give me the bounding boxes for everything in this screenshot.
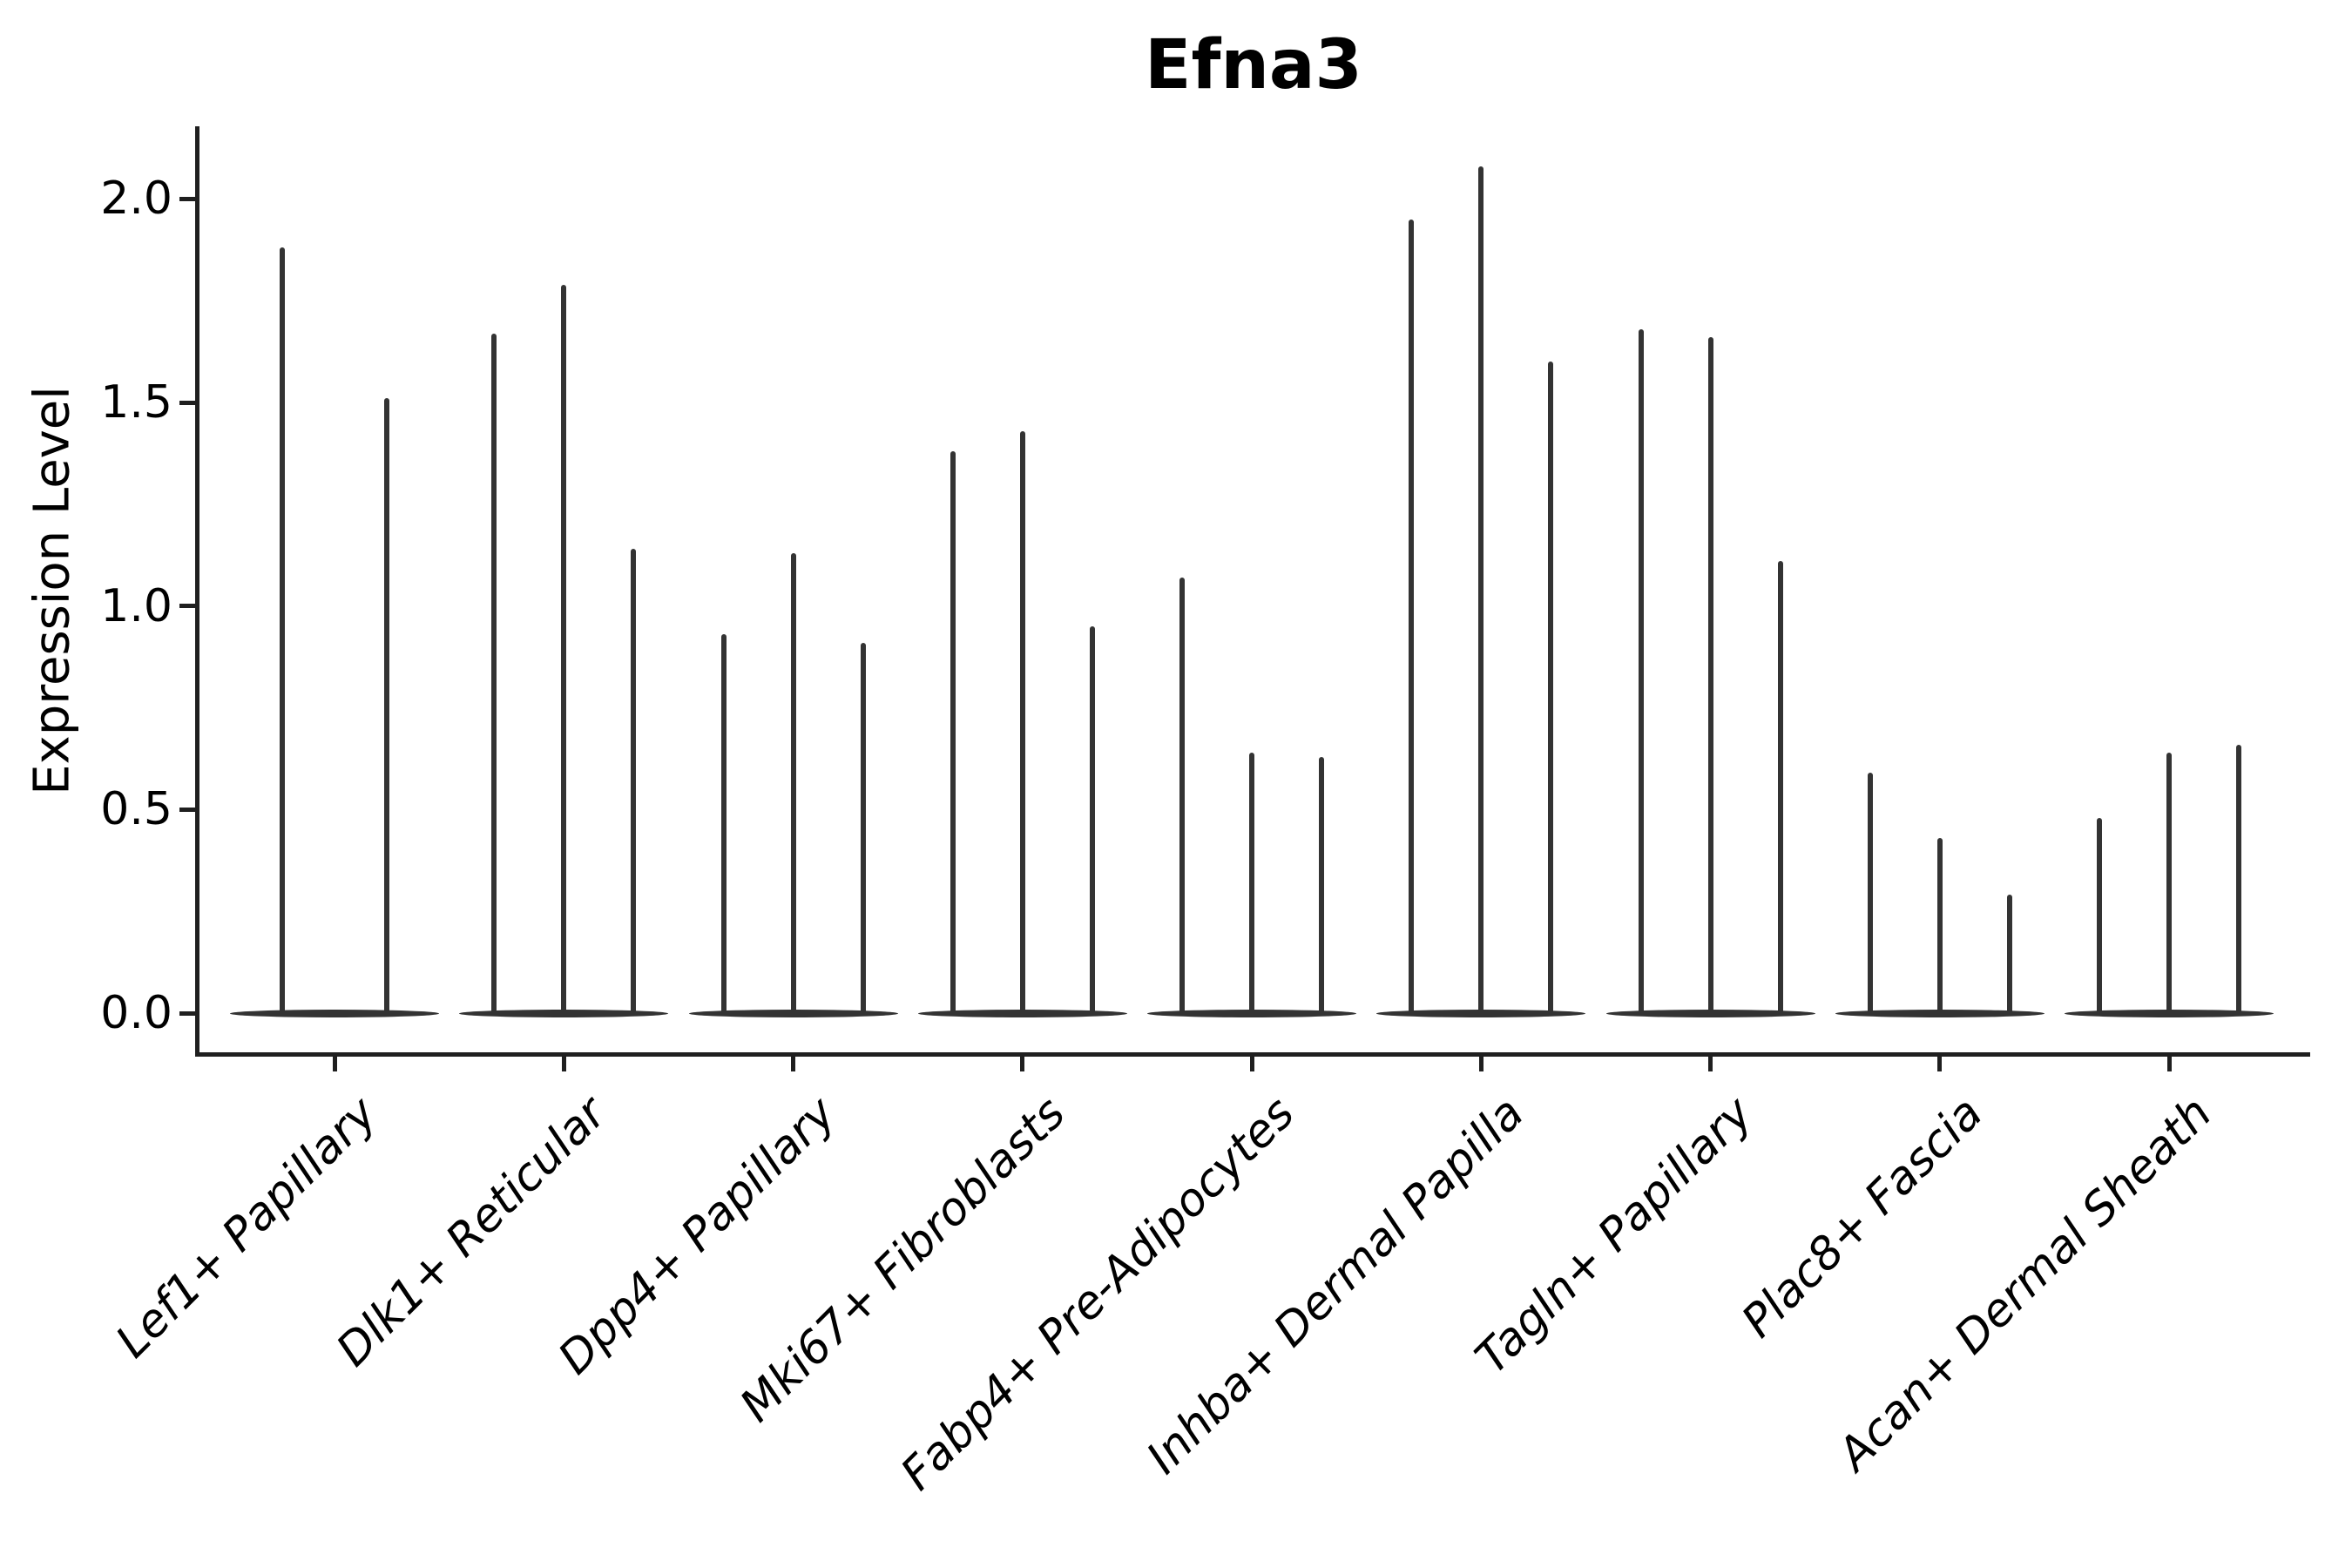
x-tick-mark [1478, 1056, 1484, 1071]
x-tick-label: Acan+ Dermal Sheath [1828, 1087, 2222, 1481]
x-tick-mark [332, 1056, 337, 1071]
x-tick-label: Inhba+ Dermal Papilla [1136, 1087, 1534, 1484]
violin-spike [720, 634, 727, 1016]
violin-base [230, 1009, 439, 1017]
violin-spike [384, 398, 389, 1016]
violin-spike [280, 247, 285, 1016]
y-tick-mark [179, 604, 195, 609]
x-tick-mark [2166, 1056, 2172, 1071]
violin-spike [790, 552, 796, 1016]
y-tick-mark [179, 196, 195, 201]
y-tick-label: 0.0 [100, 987, 172, 1039]
x-tick-mark [1020, 1056, 1025, 1071]
x-tick-mark [791, 1056, 795, 1071]
x-tick-label: Plac8+ Fascia [1731, 1087, 1993, 1348]
violin-spike [1179, 577, 1185, 1016]
violin-spike [2236, 744, 2241, 1016]
violin-spike [950, 451, 956, 1016]
violin-spike [1319, 756, 1324, 1016]
chart-title: Efna3 [1145, 26, 1362, 105]
x-tick-mark [1708, 1056, 1713, 1071]
violin-spike [2097, 817, 2102, 1016]
violin-spike [1638, 328, 1644, 1016]
y-tick-mark [179, 400, 195, 405]
y-axis-label: Expression Level [24, 386, 81, 795]
y-tick-mark [179, 807, 195, 812]
violin-spike [1707, 337, 1713, 1016]
violin-spike [1409, 219, 1415, 1016]
violin-spike [2166, 752, 2172, 1016]
violin-spike [1249, 752, 1254, 1016]
x-tick-mark [561, 1056, 566, 1071]
violin-spike [860, 642, 866, 1016]
y-tick-label: 1.5 [100, 376, 172, 429]
violin-spike [1019, 430, 1025, 1016]
y-axis-spine [195, 126, 199, 1057]
violin-spike [631, 549, 637, 1016]
violin-spike [491, 333, 497, 1016]
violin-spike [1777, 561, 1783, 1016]
x-axis-spine [195, 1052, 2310, 1057]
violin-spike [1867, 773, 1873, 1016]
y-tick-label: 0.5 [100, 783, 172, 836]
x-tick-mark [1249, 1056, 1254, 1071]
violin-spike [561, 284, 567, 1016]
x-tick-label: Fabp4+ Pre-Adipocytes [890, 1087, 1305, 1501]
violin-spike [1478, 166, 1484, 1016]
violin-spike [1936, 838, 1943, 1016]
y-tick-mark [179, 1010, 195, 1016]
y-tick-label: 1.0 [100, 579, 172, 632]
violin-spike [1548, 362, 1554, 1016]
y-tick-label: 2.0 [100, 172, 172, 226]
x-tick-mark [1937, 1056, 1943, 1071]
violin-spike [1089, 626, 1095, 1016]
violin-spike [2006, 895, 2012, 1016]
